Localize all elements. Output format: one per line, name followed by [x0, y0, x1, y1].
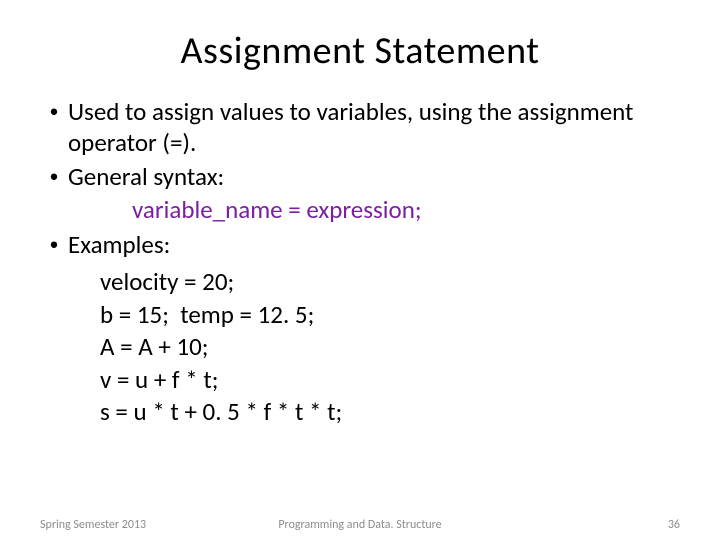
slide-body: • Used to assign values to variables, us…: [40, 96, 680, 429]
footer-center: Programming and Data. Structure: [0, 518, 720, 532]
bullet-item: • Examples:: [40, 229, 680, 260]
bullet-item: • General syntax:: [40, 161, 680, 192]
examples-block: velocity = 20; b = 15; temp = 12. 5; A =…: [100, 266, 680, 429]
bullet-dot-icon: •: [40, 161, 68, 192]
bullet-text: General syntax:: [68, 161, 680, 192]
example-line: velocity = 20;: [100, 266, 680, 299]
example-line: b = 15; temp = 12. 5;: [100, 299, 680, 332]
example-line: s = u * t + 0. 5 * f * t * t;: [100, 396, 680, 429]
bullet-item: • Used to assign values to variables, us…: [40, 96, 680, 159]
bullet-text: Used to assign values to variables, usin…: [68, 96, 680, 159]
slide: Assignment Statement • Used to assign va…: [0, 0, 720, 540]
example-line: A = A + 10;: [100, 331, 680, 364]
bullet-dot-icon: •: [40, 229, 68, 260]
syntax-line: variable_name = expression;: [132, 194, 680, 225]
footer-page-number: 36: [668, 518, 680, 532]
bullet-dot-icon: •: [40, 96, 68, 127]
example-line: v = u + f * t;: [100, 364, 680, 397]
slide-title: Assignment Statement: [40, 28, 680, 74]
bullet-text: Examples:: [68, 229, 680, 260]
